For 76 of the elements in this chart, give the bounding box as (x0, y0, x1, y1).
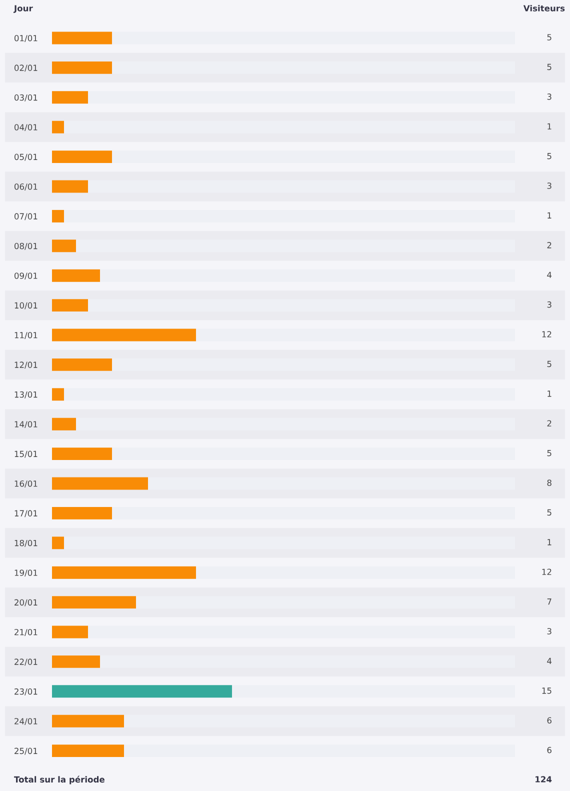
data-label: 7 (547, 598, 552, 605)
bar (52, 388, 64, 401)
text: Visiteurs (523, 4, 565, 12)
bar (52, 299, 88, 312)
bar (52, 61, 112, 74)
data-label: 5 (547, 153, 552, 160)
bar (52, 506, 112, 520)
y-tick-label: 12/01 (14, 362, 38, 369)
y-tick-label: 11/01 (14, 332, 38, 339)
y-tick-label: 22/01 (14, 658, 38, 666)
bar (52, 120, 64, 134)
bar (52, 655, 100, 668)
bar (52, 210, 64, 222)
bar (52, 358, 112, 371)
bar (52, 32, 112, 44)
data-label: 2 (547, 420, 552, 426)
data-label: 12 (542, 568, 552, 575)
bar (52, 180, 88, 193)
y-tick-label: 13/01 (14, 391, 38, 398)
data-label: 3 (547, 628, 552, 634)
y-tick-label: 23/01 (14, 688, 38, 696)
y-tick-label: 18/01 (14, 540, 38, 547)
y-tick-label: 01/01 (14, 34, 38, 42)
bar (52, 269, 100, 282)
y-tick-label: 15/01 (14, 450, 38, 458)
y-tick-label: 25/01 (14, 748, 38, 755)
data-label: 3 (547, 182, 552, 189)
data-label: 6 (547, 717, 552, 724)
data-label: 5 (547, 64, 552, 70)
data-label: 1 (548, 390, 552, 397)
y-tick-label: 24/01 (14, 718, 38, 726)
y-tick-label: 03/01 (14, 94, 38, 102)
bar (52, 626, 88, 638)
text: Jour (14, 5, 33, 13)
data-label: 5 (547, 450, 552, 456)
bar (52, 596, 136, 609)
y-tick-label: 08/01 (14, 242, 38, 250)
y-tick-label: 20/01 (14, 599, 38, 606)
y-tick-label: 07/01 (14, 213, 38, 220)
y-tick-label: 06/01 (14, 183, 38, 190)
bar (52, 448, 112, 460)
y-tick-label: 05/01 (14, 154, 38, 161)
data-label: 4 (547, 658, 552, 664)
bar (52, 91, 88, 104)
data-label: 3 (547, 94, 552, 100)
text: Total sur la période (14, 776, 104, 784)
data-label: 5 (547, 509, 552, 516)
y-tick-label: 09/01 (14, 272, 38, 280)
bar (52, 150, 112, 164)
y-tick-label: 16/01 (14, 480, 38, 488)
y-tick-label: 21/01 (14, 628, 38, 636)
bar (52, 240, 76, 252)
data-label: 3 (547, 301, 552, 308)
y-tick-label: 19/01 (14, 570, 38, 577)
bar (52, 536, 64, 550)
data-label: 1 (548, 123, 552, 130)
data-label: 2 (547, 242, 552, 248)
y-tick-label: 14/01 (14, 421, 38, 428)
bar (52, 744, 124, 758)
bar (52, 714, 124, 728)
data-label: 15 (542, 688, 552, 694)
bar (52, 477, 148, 490)
text: 124 (536, 776, 552, 782)
y-tick-label: 17/01 (14, 510, 38, 518)
data-label: 8 (547, 480, 552, 486)
y-tick-label: 10/01 (14, 302, 38, 310)
data-label: 12 (542, 331, 552, 338)
data-label: 5 (547, 34, 552, 40)
y-tick-label: 04/01 (14, 124, 38, 132)
bar (52, 418, 76, 430)
data-label: 5 (547, 360, 552, 368)
y-tick-label: 02/01 (14, 64, 38, 72)
data-label: 6 (547, 746, 552, 754)
data-label: 4 (547, 272, 552, 278)
data-label: 1 (548, 539, 552, 546)
data-label: 1 (548, 212, 552, 218)
